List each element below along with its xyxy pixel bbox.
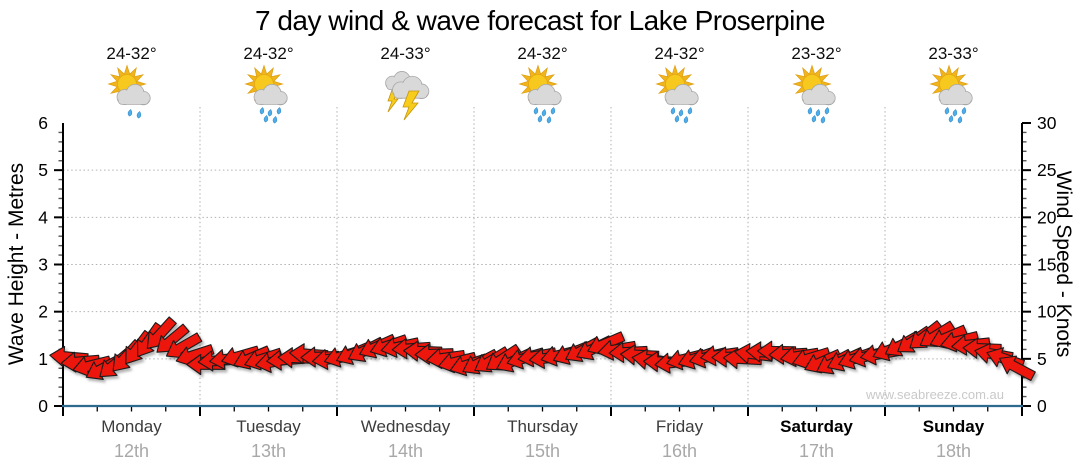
day-date-label: 18th: [935, 441, 972, 461]
raindrop-icon: [961, 107, 966, 115]
thunderstorm-icon: [384, 71, 429, 121]
raindrop-icon: [537, 115, 542, 123]
right-tick-label: 25: [1037, 160, 1056, 180]
left-tick-label: 6: [38, 113, 48, 133]
day-date-label: 12th: [113, 441, 150, 461]
day-date-label: 14th: [387, 441, 424, 461]
cloud-icon: [116, 83, 151, 106]
right-tick-label: 5: [1037, 349, 1047, 369]
raindrop-icon: [276, 107, 281, 115]
right-tick-label: 15: [1037, 255, 1056, 275]
temp-range-label: 23-33°: [928, 44, 979, 63]
right-tick-label: 30: [1037, 113, 1057, 133]
weather-icon-slot: [376, 64, 436, 124]
raindrop-icon: [952, 109, 957, 117]
weather-icon-slot: [787, 64, 847, 124]
sun-cloud-rain-icon: [928, 64, 973, 124]
raindrop-icon: [820, 116, 825, 124]
temp-range-label: 24-32°: [243, 44, 294, 63]
raindrop-icon: [807, 107, 812, 115]
sun-cloud-light-rain-icon: [106, 64, 151, 119]
cloud-icon: [801, 83, 836, 106]
lightning-icon: [401, 90, 420, 121]
sun-cloud-rain-icon: [243, 64, 288, 124]
left-tick-label: 3: [38, 255, 48, 275]
day-name-label: Friday: [655, 417, 704, 436]
left-axis-title: Wave Height - Metres: [5, 162, 28, 366]
sun-cloud-rain-icon: [517, 64, 562, 124]
raindrop-icon: [533, 107, 538, 115]
day-date-label: 17th: [798, 441, 835, 461]
raindrop-icon: [267, 109, 272, 117]
left-tick-label: 2: [38, 302, 48, 322]
left-tick-label: 1: [38, 349, 48, 369]
raindrop-icon: [670, 107, 675, 115]
day-date-label: 16th: [661, 441, 698, 461]
raindrop-icon: [687, 107, 692, 115]
raindrop-icon: [674, 115, 679, 123]
raindrop-icon: [815, 109, 820, 117]
raindrop-icon: [678, 109, 683, 117]
raindrop-icon: [541, 109, 546, 117]
day-name-label: Sunday: [922, 417, 985, 436]
raindrop-icon: [811, 115, 816, 123]
raindrop-icon: [550, 107, 555, 115]
raindrop-icon: [824, 107, 829, 115]
wind-arrow-series: [49, 316, 1036, 382]
chart-title: 7 day wind & wave forecast for Lake Pros…: [255, 5, 825, 36]
cloud-icon: [664, 83, 699, 106]
day-name-label: Wednesday: [360, 417, 451, 436]
watermark: www.seabreeze.com.au: [865, 387, 1004, 402]
cloud-icon: [527, 83, 562, 106]
day-name-label: Thursday: [507, 417, 578, 436]
raindrop-icon: [944, 107, 949, 115]
raindrop-icon: [948, 115, 953, 123]
cloud-icon: [938, 83, 973, 106]
wind-arrow: [998, 355, 1036, 382]
left-tick-label: 5: [38, 160, 48, 180]
raindrop-icon: [136, 111, 141, 119]
raindrop-icon: [546, 116, 551, 124]
weather-icon-slot: [102, 64, 162, 124]
raindrop-icon: [272, 116, 277, 124]
tick-labels: 0 1 2 3 4 5 6 0 5 10 15 20 25 30: [38, 113, 1056, 416]
day-date-label: 15th: [524, 441, 561, 461]
left-tick-label: 0: [38, 396, 48, 416]
left-tick-label: 4: [38, 207, 48, 227]
weather-icon-slot: [924, 64, 984, 124]
raindrop-icon: [683, 116, 688, 124]
raindrop-icon: [263, 115, 268, 123]
right-tick-label: 20: [1037, 207, 1057, 227]
day-name-label: Monday: [101, 417, 162, 436]
day-name-label: Saturday: [780, 417, 853, 436]
temp-range-label: 24-33°: [380, 44, 431, 63]
right-tick-label: 0: [1037, 396, 1047, 416]
day-date-label: 13th: [250, 441, 287, 461]
sun-cloud-rain-icon: [791, 64, 836, 124]
temp-range-label: 24-32°: [106, 44, 157, 63]
raindrop-icon: [259, 107, 264, 115]
sun-cloud-rain-icon: [654, 64, 699, 124]
temp-range-label: 24-32°: [654, 44, 705, 63]
right-tick-label: 10: [1037, 302, 1057, 322]
weather-icon-slot: [650, 64, 710, 124]
raindrop-icon: [957, 116, 962, 124]
weather-icon-slot: [513, 64, 573, 124]
weather-icon-slot: [239, 64, 299, 124]
temp-range-label: 23-32°: [791, 44, 842, 63]
cloud-icon: [253, 83, 288, 106]
right-axis-title: Wind Speed - Knots: [1052, 170, 1075, 358]
temp-range-label: 24-32°: [517, 44, 568, 63]
raindrop-icon: [127, 109, 132, 117]
gridlines: [63, 107, 1022, 406]
day-name-label: Tuesday: [236, 417, 301, 436]
